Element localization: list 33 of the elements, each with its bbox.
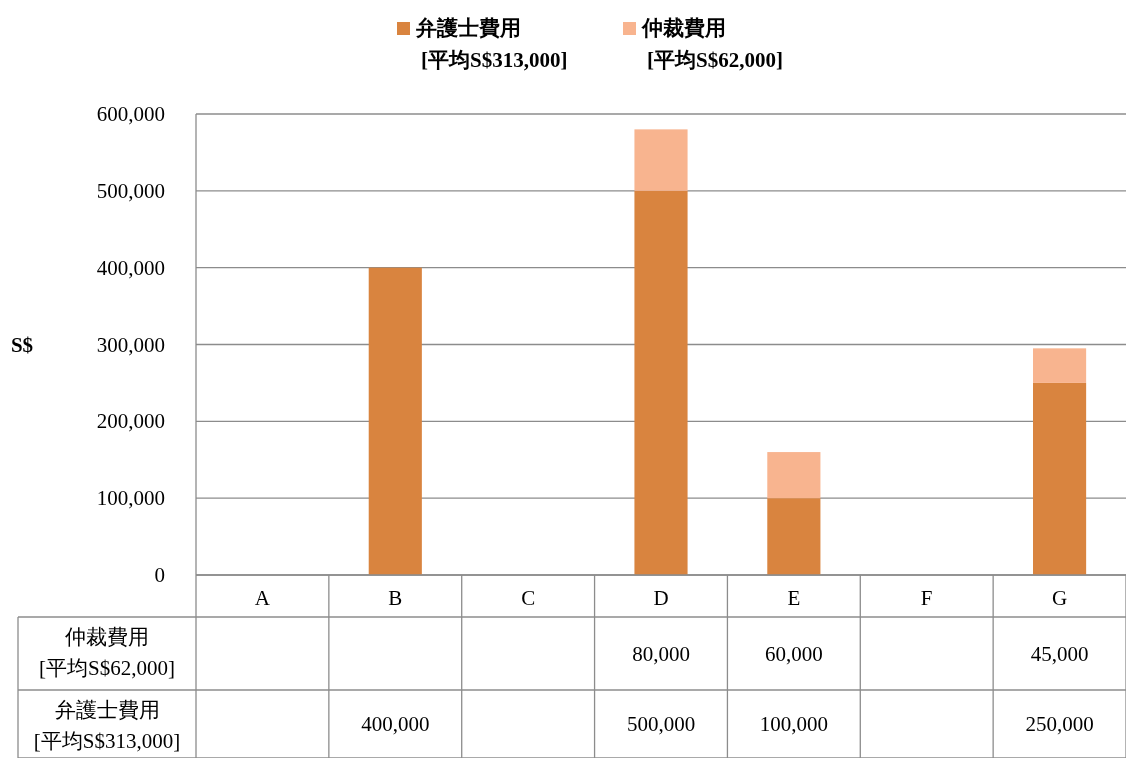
y-tick-label: 100,000 [96, 486, 165, 511]
data-label: 250,000 [1025, 712, 1094, 736]
data-label: 100,000 [759, 712, 828, 736]
bar [767, 498, 821, 575]
y-axis-title: S$ [10, 332, 34, 357]
y-tick-label: 200,000 [96, 409, 165, 434]
data-label: 45,000 [1030, 641, 1089, 666]
y-tick-label: 600,000 [96, 102, 165, 126]
text: 仲裁費用 [平均S$62,000] [39, 625, 175, 680]
x-tick-label: D [653, 586, 669, 610]
data-label: 500,000 [626, 712, 696, 736]
x-tick-label: A [254, 586, 271, 610]
bar [634, 129, 688, 191]
bar [767, 452, 821, 499]
legend-label: 弁護士費用 [平均S$313,000] [415, 16, 568, 72]
x-tick-label: B [388, 586, 403, 610]
bar [1033, 382, 1087, 575]
data-label: 60,000 [764, 641, 823, 666]
y-tick-label: 300,000 [96, 332, 165, 357]
x-tick-label: G [1051, 586, 1068, 610]
x-tick-label: F [920, 586, 933, 610]
y-tick-label: 400,000 [96, 255, 165, 280]
data-label: 400,000 [361, 712, 430, 736]
x-tick-label: E [787, 586, 801, 610]
bar [368, 267, 422, 575]
bar [1033, 348, 1087, 383]
x-tick-label: C [521, 586, 536, 610]
y-tick-label: 500,000 [96, 178, 165, 203]
legend-label: 仲裁費用 [平均S$62,000] [641, 16, 783, 72]
text: 弁護士費用 [平均S$313,000] [33, 698, 181, 753]
bar [634, 190, 688, 575]
data-label: 80,000 [632, 641, 690, 666]
y-tick-label: 0 [154, 563, 165, 587]
